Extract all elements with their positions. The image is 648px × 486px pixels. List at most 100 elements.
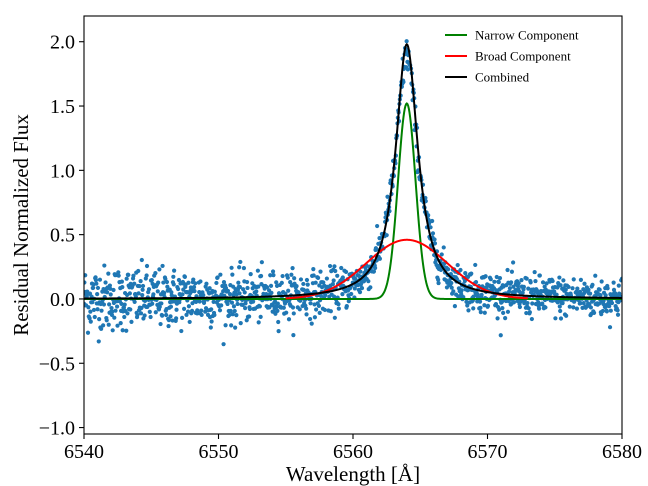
scatter-point: [321, 280, 326, 285]
scatter-point: [554, 292, 559, 297]
scatter-point: [336, 301, 341, 307]
scatter-point: [540, 301, 545, 306]
scatter-point: [498, 333, 503, 338]
scatter-point: [115, 323, 120, 328]
scatter-point: [536, 306, 542, 311]
scatter-point: [95, 292, 100, 297]
scatter-point: [553, 316, 558, 321]
scatter-point: [492, 279, 497, 284]
scatter-point: [217, 308, 223, 313]
scatter-point: [449, 285, 454, 290]
scatter-point: [243, 305, 248, 311]
scatter-point: [180, 315, 185, 321]
scatter-point: [101, 302, 107, 307]
scatter-point: [95, 285, 101, 291]
scatter-point: [87, 316, 92, 321]
scatter-point: [511, 260, 516, 265]
scatter-point: [324, 276, 329, 281]
scatter-point: [451, 289, 456, 294]
scatter-point: [430, 218, 435, 224]
scatter-point: [184, 312, 189, 317]
scatter-point: [209, 307, 214, 312]
scatter-point: [95, 307, 100, 312]
scatter-point: [186, 304, 191, 309]
scatter-point: [298, 277, 304, 282]
scatter-point: [124, 276, 129, 281]
scatter-point: [525, 300, 530, 306]
scatter-point: [339, 265, 344, 271]
scatter-point: [519, 277, 524, 283]
scatter-point: [597, 301, 602, 306]
scatter-point: [590, 282, 595, 287]
scatter-point: [471, 294, 476, 299]
scatter-point: [279, 280, 284, 285]
scatter-point: [268, 283, 274, 288]
scatter-point: [567, 304, 572, 309]
scatter-point: [85, 330, 91, 335]
scatter-point: [125, 311, 130, 316]
scatter-point: [505, 309, 511, 314]
scatter-point: [104, 318, 109, 323]
scatter-point: [526, 306, 531, 311]
scatter-point: [150, 301, 155, 306]
scatter-point: [225, 301, 230, 307]
scatter-point: [140, 293, 145, 298]
scatter-point: [599, 312, 604, 317]
scatter-point: [241, 265, 247, 271]
legend-label: Combined: [475, 70, 530, 85]
scatter-point: [312, 302, 317, 307]
scatter-point: [106, 322, 111, 327]
scatter-point: [593, 273, 598, 278]
scatter-point: [122, 314, 127, 320]
scatter-point: [156, 280, 161, 285]
scatter-point: [174, 307, 179, 312]
scatter-point: [561, 278, 566, 283]
scatter-point: [482, 303, 487, 308]
scatter-point: [340, 275, 345, 280]
scatter-point: [163, 276, 168, 282]
scatter-point: [330, 282, 335, 287]
y-axis-label: Residual Normalized Flux: [9, 114, 33, 336]
scatter-point: [271, 273, 276, 278]
scatter-point: [528, 280, 533, 285]
scatter-point: [99, 326, 104, 331]
scatter-point: [600, 308, 605, 314]
scatter-point: [212, 289, 217, 294]
x-axis: 6540 6550 6560 6570 6580: [64, 434, 642, 463]
series-line-combined: [84, 42, 622, 300]
y-tick-label: 0.0: [50, 289, 75, 311]
scatter-point: [458, 267, 463, 273]
scatter-point: [501, 310, 506, 315]
scatter-point: [473, 280, 479, 285]
scatter-point: [308, 316, 313, 322]
scatter-point: [229, 265, 234, 270]
scatter-point: [168, 314, 173, 319]
scatter-point: [604, 309, 609, 314]
scatter-point: [146, 287, 152, 292]
x-tick-label: 6570: [468, 441, 508, 463]
scatter-point: [285, 275, 290, 280]
scatter-point: [312, 315, 318, 320]
scatter-point: [169, 293, 174, 298]
scatter-point: [529, 316, 534, 322]
scatter-point: [221, 280, 227, 285]
scatter-point: [471, 306, 476, 311]
scatter-point: [113, 308, 118, 313]
scatter-point: [284, 310, 289, 315]
scatter-point: [318, 293, 323, 298]
scatter-point: [160, 263, 165, 269]
scatter-point: [496, 279, 501, 285]
scatter-point: [537, 273, 542, 278]
scatter-point: [186, 280, 191, 285]
scatter-point: [176, 277, 182, 283]
scatter-point: [532, 269, 537, 275]
scatter-point: [289, 272, 294, 277]
scatter-point: [344, 303, 349, 309]
scatter-point: [275, 301, 280, 306]
scatter-point: [227, 292, 233, 297]
scatter-point: [371, 269, 377, 274]
scatter-point: [578, 289, 583, 294]
scatter-point: [566, 284, 571, 290]
scatter-point: [153, 310, 158, 315]
scatter-point: [258, 314, 263, 319]
